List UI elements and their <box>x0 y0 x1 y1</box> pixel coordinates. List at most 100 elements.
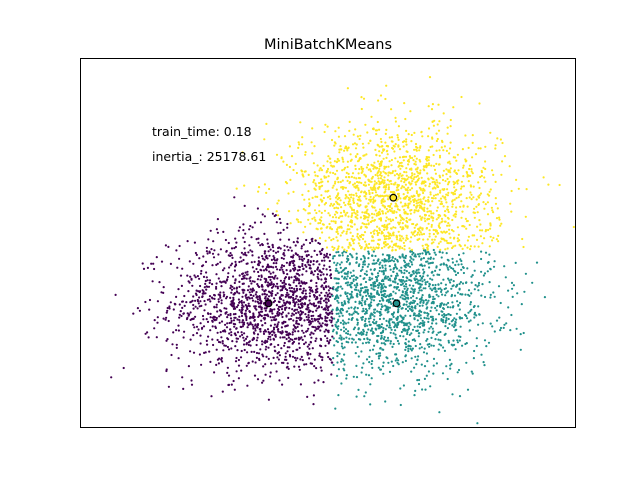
scatter-point <box>452 325 456 328</box>
scatter-point <box>295 287 299 290</box>
scatter-point <box>489 267 492 270</box>
scatter-point <box>431 271 434 274</box>
scatter-point <box>403 285 406 288</box>
scatter-point <box>452 237 456 240</box>
scatter-point <box>265 254 268 257</box>
scatter-point <box>285 337 288 341</box>
scatter-point <box>283 336 286 339</box>
scatter-point <box>315 184 318 187</box>
scatter-point <box>202 292 205 295</box>
scatter-point <box>395 235 398 238</box>
scatter-point <box>283 304 287 307</box>
scatter-point <box>311 310 314 313</box>
scatter-point <box>359 134 362 137</box>
scatter-point <box>178 257 181 260</box>
scatter-point <box>473 234 476 237</box>
scatter-point <box>446 247 449 250</box>
scatter-point <box>238 321 241 324</box>
scatter-point <box>156 316 159 319</box>
scatter-point <box>378 282 381 285</box>
scatter-point <box>256 378 260 381</box>
scatter-point <box>402 159 405 162</box>
scatter-point <box>404 292 407 295</box>
scatter-point <box>427 163 430 167</box>
scatter-point <box>407 202 410 205</box>
scatter-point <box>320 345 323 348</box>
scatter-point <box>332 171 335 175</box>
scatter-point <box>370 180 373 183</box>
scatter-point <box>512 284 516 287</box>
scatter-point <box>398 278 401 281</box>
scatter-point <box>278 297 282 300</box>
scatter-point <box>372 246 375 249</box>
scatter-point <box>294 297 297 300</box>
scatter-point <box>422 275 425 278</box>
scatter-point <box>497 234 500 237</box>
scatter-point <box>315 211 318 215</box>
scatter-point <box>257 302 260 305</box>
scatter-point <box>324 123 327 126</box>
scatter-point <box>483 176 486 179</box>
scatter-point <box>380 232 383 235</box>
scatter-point <box>378 269 381 273</box>
scatter-point <box>409 240 412 243</box>
scatter-point <box>270 258 273 261</box>
scatter-point <box>458 287 461 290</box>
scatter-point <box>238 280 241 283</box>
scatter-point <box>380 270 383 273</box>
scatter-point <box>296 308 299 311</box>
scatter-point <box>165 316 168 319</box>
scatter-point <box>265 340 269 343</box>
scatter-point <box>293 356 297 359</box>
scatter-point <box>301 262 304 266</box>
scatter-point <box>295 279 298 282</box>
scatter-point <box>323 281 326 285</box>
scatter-point <box>447 259 450 262</box>
scatter-point <box>344 272 348 275</box>
scatter-point <box>373 185 376 188</box>
scatter-point <box>446 183 450 186</box>
scatter-point <box>158 281 161 284</box>
scatter-point <box>436 123 439 126</box>
scatter-point <box>432 372 435 375</box>
scatter-point <box>431 322 434 325</box>
scatter-point <box>296 357 299 360</box>
scatter-point <box>421 227 424 230</box>
scatter-point <box>370 313 373 316</box>
scatter-point <box>357 204 360 207</box>
scatter-point <box>317 379 320 382</box>
scatter-point <box>395 205 398 208</box>
scatter-point <box>451 324 454 327</box>
scatter-point <box>385 84 388 87</box>
scatter-point <box>277 330 280 333</box>
scatter-point <box>387 165 390 168</box>
scatter-point <box>323 253 326 256</box>
scatter-point <box>395 216 398 219</box>
scatter-point <box>269 375 272 378</box>
scatter-point <box>394 202 397 205</box>
scatter-point <box>297 146 300 149</box>
scatter-point <box>240 251 243 254</box>
scatter-point <box>341 156 344 159</box>
scatter-point <box>412 231 416 234</box>
scatter-point <box>345 374 348 377</box>
scatter-point <box>299 316 302 319</box>
scatter-point <box>394 181 397 184</box>
scatter-point <box>444 179 447 183</box>
scatter-point <box>467 146 470 149</box>
scatter-point <box>215 348 218 351</box>
scatter-point <box>310 286 313 289</box>
scatter-point <box>319 167 322 170</box>
scatter-point <box>197 328 200 331</box>
scatter-point <box>441 251 444 254</box>
scatter-point <box>407 347 410 350</box>
scatter-point <box>211 283 214 286</box>
scatter-point <box>294 277 298 280</box>
scatter-point <box>379 94 383 97</box>
scatter-point <box>338 151 341 154</box>
scatter-point <box>427 370 430 373</box>
scatter-point <box>428 210 431 213</box>
scatter-point <box>317 327 320 330</box>
scatter-point <box>342 322 345 325</box>
scatter-point <box>360 258 363 261</box>
